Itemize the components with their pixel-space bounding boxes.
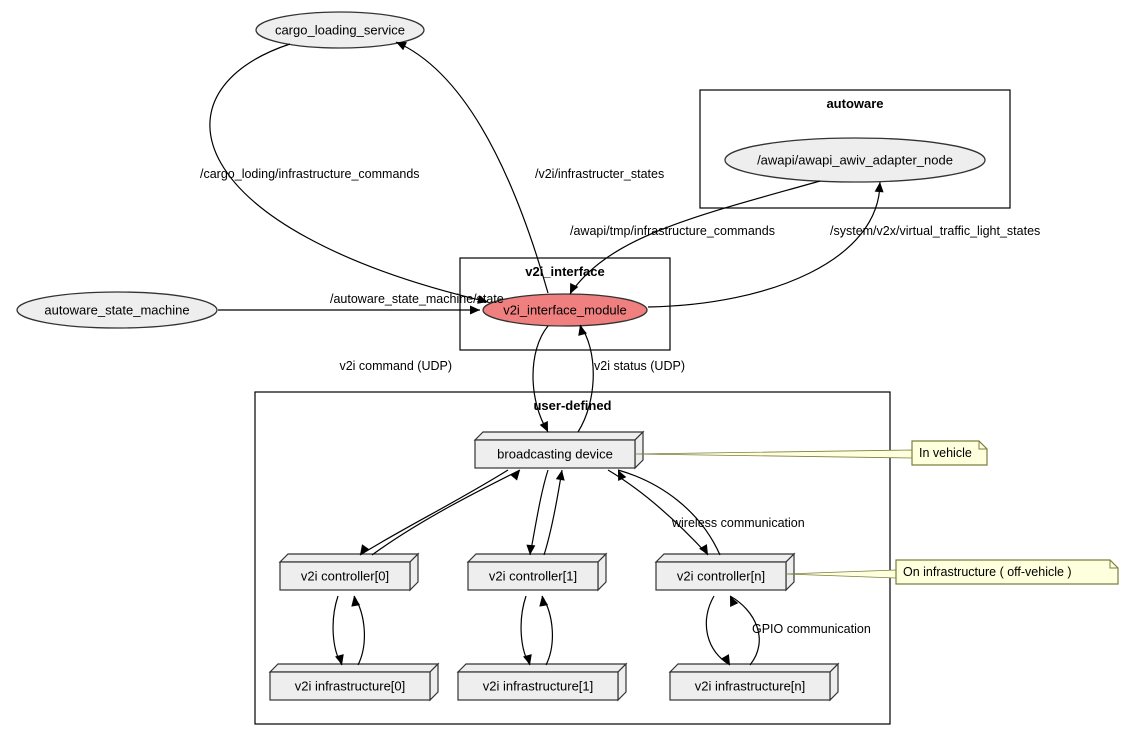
note-on_infra-label: On infrastructure ( off-vehicle ) (903, 565, 1072, 579)
cluster-user_defined-title: user-defined (533, 398, 611, 413)
node-infra1-label: v2i infrastructure[1] (483, 678, 594, 693)
edge-e_bcast_ctrln-label: wireless communication (671, 516, 805, 530)
edge-e_bcast_v2i-label: v2i status (UDP) (594, 359, 685, 373)
node-infran-label: v2i infrastructure[n] (695, 678, 806, 693)
node-v2i-label: v2i_interface_module (503, 302, 627, 317)
node-infra0-label: v2i infrastructure[0] (295, 678, 406, 693)
node-ctrln-label: v2i controller[n] (677, 568, 765, 583)
edge-e_v2i_bcast-label: v2i command (UDP) (339, 359, 452, 373)
edge-e_awapi_v2i-label: /awapi/tmp/infrastructure_commands (570, 224, 775, 238)
cluster-v2i_interface-title: v2i_interface (525, 264, 605, 279)
cluster-autoware-title: autoware (826, 96, 883, 111)
node-asm-label: autoware_state_machine (44, 302, 189, 317)
node-ctrln-topface (656, 554, 794, 562)
node-ctrl1-topface (468, 554, 606, 562)
node-awapi-label: /awapi/awapi_awiv_adapter_node (757, 152, 953, 167)
note-in_vehicle-label: In vehicle (919, 446, 972, 460)
edge-e_v2i_awapi-label: /system/v2x/virtual_traffic_light_states (830, 224, 1040, 238)
node-ctrl0-label: v2i controller[0] (301, 568, 389, 583)
edge-e_ctrln_infran-label: GPIO communication (752, 622, 871, 636)
edge-e_cargo_v2i-label: /cargo_loding/infrastructure_commands (200, 167, 420, 181)
node-infra1-topface (458, 664, 626, 672)
node-infra0-topface (270, 664, 438, 672)
node-bcast-topface (475, 432, 643, 440)
node-ctrl1-label: v2i controller[1] (489, 568, 577, 583)
edge-e_v2i_cargo-label: /v2i/infrastructer_states (535, 167, 664, 181)
node-ctrl0-topface (280, 554, 418, 562)
node-bcast-label: broadcasting device (497, 446, 613, 461)
node-cargo-label: cargo_loading_service (275, 22, 405, 37)
node-infran-topface (670, 664, 838, 672)
